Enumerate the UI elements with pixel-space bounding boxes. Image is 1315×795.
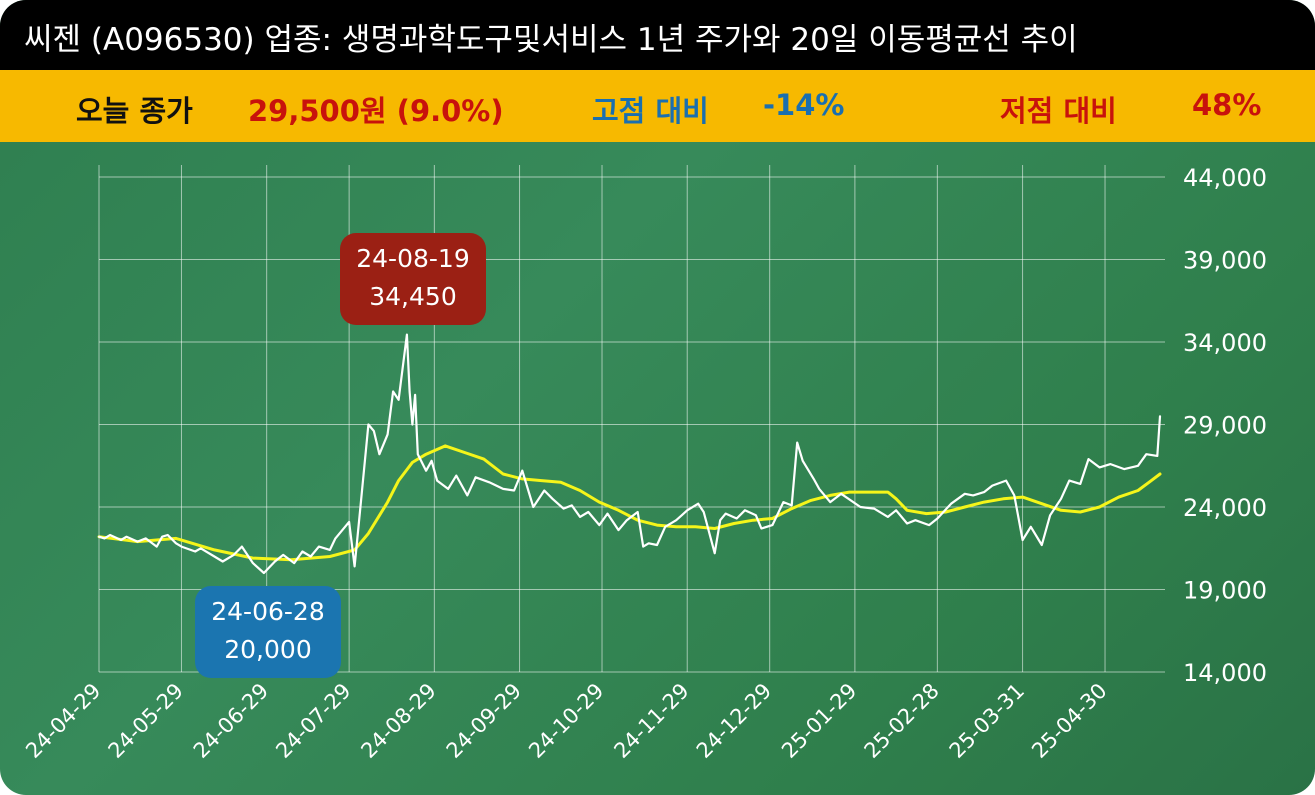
x-tick-label: 24-10-29 bbox=[524, 679, 608, 763]
x-tick-label: 24-07-29 bbox=[271, 679, 355, 763]
x-tick-label: 25-03-31 bbox=[945, 679, 1029, 763]
y-tick-label: 34,000 bbox=[1183, 329, 1267, 357]
low-compare-label: 저점 대비 bbox=[1000, 94, 1117, 128]
close-value: 29,500원 (9.0%) bbox=[248, 94, 504, 128]
y-tick-label: 29,000 bbox=[1183, 412, 1267, 440]
x-tick-label: 24-09-29 bbox=[442, 679, 526, 763]
y-tick-label: 39,000 bbox=[1183, 247, 1267, 275]
x-tick-label: 24-05-29 bbox=[104, 679, 188, 763]
high-compare-value: -14% bbox=[763, 88, 845, 122]
moving-average-line bbox=[97, 444, 1162, 562]
y-tick-label: 14,000 bbox=[1183, 659, 1267, 687]
x-tick-label: 24-04-29 bbox=[21, 679, 105, 763]
x-tick-label: 24-12-29 bbox=[692, 679, 776, 763]
plot-area: 44,000 39,000 34,000 29,000 24,000 19,000 14,0… bbox=[21, 164, 1267, 763]
y-tick-label: 19,000 bbox=[1183, 577, 1267, 605]
x-tick-label: 25-04-30 bbox=[1027, 679, 1111, 763]
y-tick-label: 24,000 bbox=[1183, 494, 1267, 522]
low-callout-price: 20,000 bbox=[224, 635, 312, 664]
x-tick-label: 25-01-29 bbox=[777, 679, 861, 763]
title-bar bbox=[0, 0, 1315, 70]
high-compare-label: 고점 대비 bbox=[592, 94, 709, 128]
price-line bbox=[97, 333, 1162, 575]
low-compare-value: 48% bbox=[1192, 88, 1262, 122]
y-tick-label: 44,000 bbox=[1183, 164, 1267, 192]
x-tick-label: 25-02-28 bbox=[860, 679, 944, 763]
x-tick-label: 24-11-29 bbox=[609, 679, 693, 763]
summary-bar bbox=[0, 70, 1315, 142]
high-callout-date: 24-08-19 bbox=[356, 244, 470, 273]
chart-title: 씨젠 (A096530) 업종: 생명과학도구및서비스 1년 주가와 20일 이… bbox=[24, 22, 1078, 58]
high-callout: 24-08-19 34,450 bbox=[340, 233, 486, 325]
low-callout: 24-06-28 20,000 bbox=[195, 586, 341, 678]
low-callout-date: 24-06-28 bbox=[211, 597, 325, 626]
high-callout-price: 34,450 bbox=[369, 282, 457, 311]
close-label: 오늘 종가 bbox=[76, 94, 193, 128]
x-tick-label: 24-08-29 bbox=[356, 679, 440, 763]
x-tick-label: 24-06-29 bbox=[189, 679, 273, 763]
